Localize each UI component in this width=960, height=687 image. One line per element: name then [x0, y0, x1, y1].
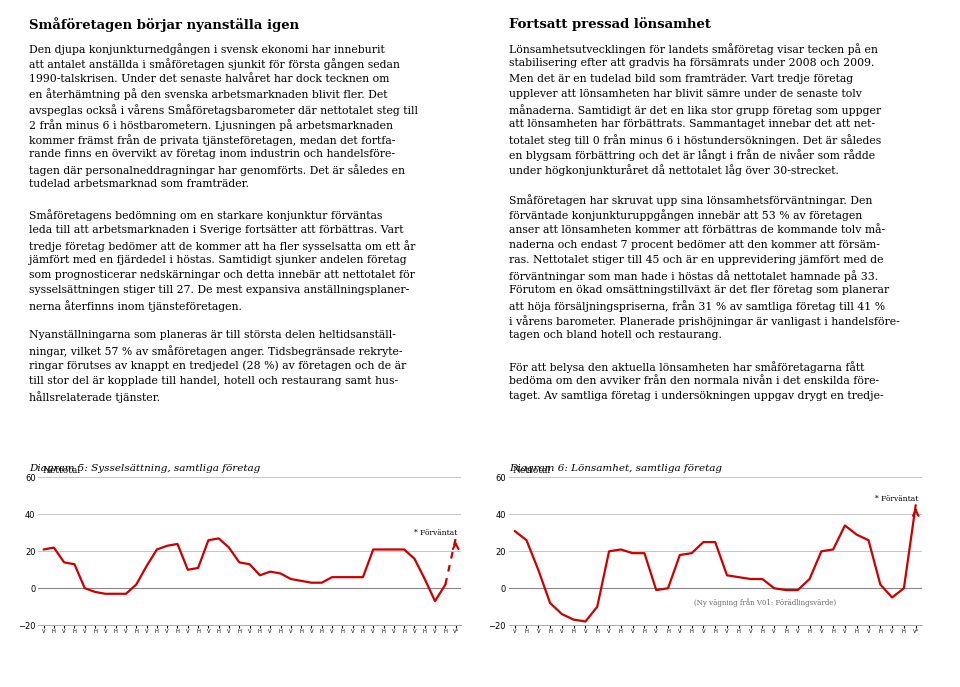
- Text: 1990-talskrisen. Under det senaste halvåret har dock tecknen om: 1990-talskrisen. Under det senaste halvå…: [29, 74, 389, 84]
- Text: nerna återfinns inom tjänsteföretagen.: nerna återfinns inom tjänsteföretagen.: [29, 300, 242, 312]
- Text: Nyanställningarna som planeras är till största delen heltidsanställ-: Nyanställningarna som planeras är till s…: [29, 330, 396, 341]
- Text: SMÅFÖRETAGSBAROMETERN VÅREN 2010: SMÅFÖRETAGSBAROMETERN VÅREN 2010: [606, 663, 834, 673]
- Text: leda till att arbetsmarknaden i Sverige fortsätter att förbättras. Vart: leda till att arbetsmarknaden i Sverige …: [29, 225, 403, 235]
- Text: under högkonjunkturåret då nettotalet låg över 30-strecket.: under högkonjunkturåret då nettotalet lå…: [509, 164, 839, 176]
- Text: i vårens barometer. Planerade prishöjningar är vanligast i handelsföre-: i vårens barometer. Planerade prishöjnin…: [509, 315, 900, 327]
- Text: jämfört med en fjärdedel i höstas. Samtidigt sjunker andelen företag: jämfört med en fjärdedel i höstas. Samti…: [29, 255, 406, 265]
- Text: tredje företag bedömer att de kommer att ha fler sysselsatta om ett år: tredje företag bedömer att de kommer att…: [29, 240, 415, 251]
- Text: * Förväntat: * Förväntat: [415, 528, 458, 537]
- Text: tudelad arbetsmarknad som framträder.: tudelad arbetsmarknad som framträder.: [29, 179, 249, 190]
- Text: 9: 9: [924, 659, 936, 677]
- Text: * Förväntat: * Förväntat: [875, 495, 918, 504]
- Text: avspeglas också i vårens Småföretagsbarometer där nettotalet steg till: avspeglas också i vårens Småföretagsbaro…: [29, 104, 418, 115]
- Text: Diagram 5: Sysselsättning, samtliga företag: Diagram 5: Sysselsättning, samtliga före…: [29, 464, 260, 473]
- Text: Småföretagens bedömning om en starkare konjunktur förväntas: Småföretagens bedömning om en starkare k…: [29, 210, 382, 221]
- Text: kommer främst från de privata tjänsteföretagen, medan det fortfa-: kommer främst från de privata tjänsteför…: [29, 134, 396, 146]
- Text: Fortsatt pressad lönsamhet: Fortsatt pressad lönsamhet: [509, 17, 710, 31]
- Text: Nettotal: Nettotal: [42, 466, 81, 475]
- Text: Småföretagen börjar nyanställa igen: Småföretagen börjar nyanställa igen: [29, 17, 299, 32]
- Text: 8: 8: [24, 659, 36, 677]
- Text: naderna och endast 7 procent bedömer att den kommer att försäm-: naderna och endast 7 procent bedömer att…: [509, 240, 879, 250]
- Text: en blygsam förbättring och det är långt i från de nivåer som rådde: en blygsam förbättring och det är långt …: [509, 149, 875, 161]
- Text: anser att lönsamheten kommer att förbättras de kommande tolv må-: anser att lönsamheten kommer att förbätt…: [509, 225, 885, 235]
- Text: hållsrelaterade tjänster.: hållsrelaterade tjänster.: [29, 391, 159, 403]
- Text: Lönsamhetsutvecklingen för landets småföretag visar tecken på en: Lönsamhetsutvecklingen för landets småfö…: [509, 43, 877, 55]
- Text: en återhämtning på den svenska arbetsmarknaden blivit fler. Det: en återhämtning på den svenska arbetsmar…: [29, 89, 387, 100]
- Text: Småföretagen har skruvat upp sina lönsamhetsförväntningar. Den: Småföretagen har skruvat upp sina lönsam…: [509, 194, 873, 206]
- Text: 2 från minus 6 i höstbarometern. Ljusningen på arbetsmarknaden: 2 från minus 6 i höstbarometern. Ljusnin…: [29, 119, 393, 131]
- Text: förväntade konjunkturuppgången innebär att 53 % av företagen: förväntade konjunkturuppgången innebär a…: [509, 210, 862, 221]
- Text: Förutom en ökad omsättningstillväxt är det fler företag som planerar: Förutom en ökad omsättningstillväxt är d…: [509, 285, 889, 295]
- Text: tagen där personalneddragningar har genomförts. Det är således en: tagen där personalneddragningar har geno…: [29, 164, 405, 176]
- Text: att höja försäljningspriserna, från 31 % av samtliga företag till 41 %: att höja försäljningspriserna, från 31 %…: [509, 300, 885, 312]
- Text: ningar, vilket 57 % av småföretagen anger. Tidsbegränsade rekryte-: ningar, vilket 57 % av småföretagen ange…: [29, 346, 402, 357]
- Text: totalet steg till 0 från minus 6 i höstundersökningen. Det är således: totalet steg till 0 från minus 6 i höstu…: [509, 134, 881, 146]
- Text: För att belysa den aktuella lönsamheten har småföretagarna fått: För att belysa den aktuella lönsamheten …: [509, 361, 864, 372]
- Text: förväntningar som man hade i höstas då nettotalet hamnade på 33.: förväntningar som man hade i höstas då n…: [509, 270, 878, 282]
- Text: ringar förutses av knappt en tredjedel (28 %) av företagen och de är: ringar förutses av knappt en tredjedel (…: [29, 361, 406, 371]
- Text: taget. Av samtliga företag i undersökningen uppgav drygt en tredje-: taget. Av samtliga företag i undersöknin…: [509, 391, 883, 401]
- Text: ras. Nettotalet stiger till 45 och är en upprevidering jämfört med de: ras. Nettotalet stiger till 45 och är en…: [509, 255, 883, 265]
- Text: Nettotal: Nettotal: [513, 466, 551, 475]
- Text: SMÅFÖRETAGSBAROMETERN VÅREN 2010: SMÅFÖRETAGSBAROMETERN VÅREN 2010: [126, 663, 354, 673]
- Text: sysselsättningen stiger till 27. De mest expansiva anställningsplaner-: sysselsättningen stiger till 27. De mest…: [29, 285, 409, 295]
- Text: stabilisering efter att gradvis ha försämrats under 2008 och 2009.: stabilisering efter att gradvis ha försä…: [509, 58, 875, 69]
- Text: att antalet anställda i småföretagen sjunkit för första gången sedan: att antalet anställda i småföretagen sju…: [29, 58, 399, 70]
- Text: Diagram 6: Lönsamhet, samtliga företag: Diagram 6: Lönsamhet, samtliga företag: [509, 464, 722, 473]
- Text: (Ny vägning från V01: Förädlingsvärde): (Ny vägning från V01: Förädlingsvärde): [694, 598, 836, 607]
- Text: till stor del är kopplade till handel, hotell och restaurang samt hus-: till stor del är kopplade till handel, h…: [29, 376, 398, 386]
- Text: tagen och bland hotell och restaurang.: tagen och bland hotell och restaurang.: [509, 330, 722, 341]
- Text: som prognosticerar nedskärningar och detta innebär att nettotalet för: som prognosticerar nedskärningar och det…: [29, 270, 415, 280]
- Text: upplever att lönsamheten har blivit sämre under de senaste tolv: upplever att lönsamheten har blivit sämr…: [509, 89, 862, 99]
- Text: rande finns en övervikt av företag inom industrin och handelsföre-: rande finns en övervikt av företag inom …: [29, 149, 395, 159]
- Text: bedöma om den avviker från den normala nivån i det enskilda före-: bedöma om den avviker från den normala n…: [509, 376, 879, 386]
- Text: Men det är en tudelad bild som framträder. Vart tredje företag: Men det är en tudelad bild som framträde…: [509, 74, 852, 84]
- Text: månaderna. Samtidigt är det en lika stor grupp företag som uppger: månaderna. Samtidigt är det en lika stor…: [509, 104, 881, 115]
- Text: att lönsamheten har förbättrats. Sammantaget innebar det att net-: att lönsamheten har förbättrats. Sammant…: [509, 119, 875, 129]
- Text: Den djupa konjunkturnedgången i svensk ekonomi har inneburit: Den djupa konjunkturnedgången i svensk e…: [29, 43, 385, 55]
